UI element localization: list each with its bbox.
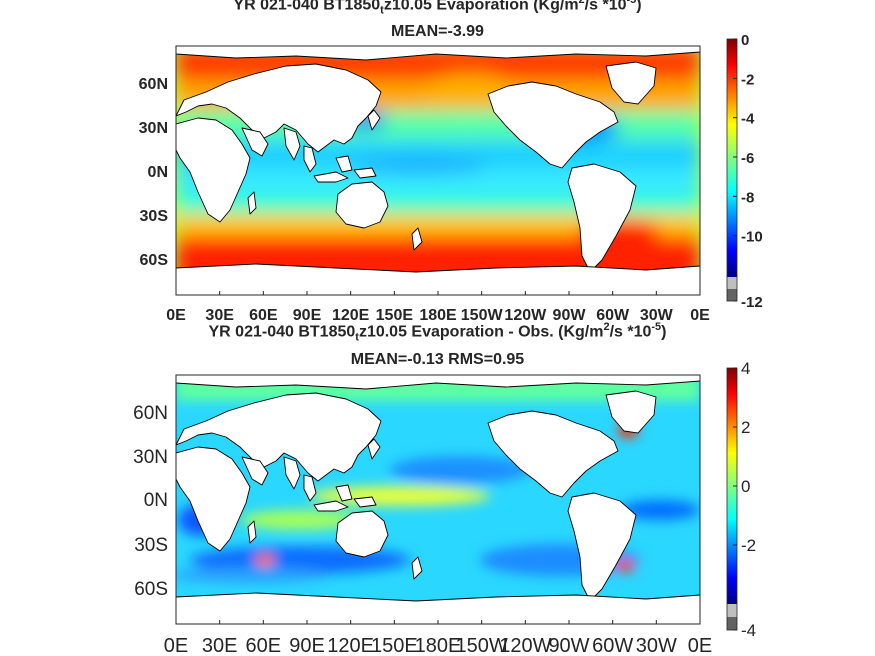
x-tick-label: 120W	[504, 307, 547, 324]
bottom-map-subtitle: MEAN=-0.13 RMS=0.95	[350, 351, 525, 368]
bottom-map-plot-area	[175, 374, 701, 625]
x-tick-label: 60W	[596, 307, 630, 324]
top-map-title: YR 021-040 BT1850tz10.05 Evaporation (Kg…	[233, 0, 642, 17]
x-tick-label: 150W	[461, 307, 504, 324]
x-tick-label: 120E	[332, 307, 370, 324]
top-map-field	[176, 46, 700, 295]
colorbar-tick-label: -8	[741, 189, 754, 206]
y-tick-label: 60S	[134, 579, 168, 600]
y-tick-label: 30N	[133, 447, 168, 468]
colorbar-tick-label: -12	[741, 294, 763, 311]
x-tick-label: 30W	[640, 307, 674, 324]
colorbar-tick-label: -2	[741, 71, 754, 88]
x-tick-label: 0E	[690, 307, 710, 324]
bottom-map-field	[176, 375, 700, 624]
bottom-colorbar	[726, 367, 738, 631]
y-tick-label: 30S	[140, 208, 169, 225]
y-tick-label: 0N	[148, 164, 168, 181]
y-tick-label: 30N	[139, 120, 168, 137]
x-tick-label: 60E	[246, 635, 282, 656]
x-tick-label: 90W	[553, 307, 587, 324]
colorbar-tick-label: 2	[741, 418, 750, 437]
x-tick-label: 180E	[415, 635, 462, 656]
bottom-colorbar-bin-light	[727, 604, 737, 617]
x-tick-label: 60E	[249, 307, 278, 324]
x-tick-label: 60W	[592, 635, 633, 656]
x-tick-label: 90E	[293, 307, 322, 324]
x-tick-label: 150W	[456, 635, 508, 656]
y-tick-label: 60S	[140, 252, 169, 269]
x-tick-label: 90E	[289, 635, 325, 656]
x-tick-label: 0E	[688, 635, 712, 656]
x-tick-label: 30E	[202, 635, 238, 656]
colorbar-tick-label: 4	[741, 359, 750, 378]
x-tick-label: 90W	[548, 635, 589, 656]
colorbar-tick-label: -2	[741, 536, 756, 555]
top-colorbar	[726, 38, 738, 302]
colorbar-tick-label: 0	[741, 32, 749, 49]
x-tick-label: 120W	[499, 635, 551, 656]
colorbar-tick-label: -4	[741, 621, 756, 640]
top-map-subtitle: MEAN=-3.99	[391, 23, 484, 40]
colorbar-tick-label: -6	[741, 150, 754, 167]
x-tick-label: 150E	[371, 635, 418, 656]
x-tick-label: 150E	[376, 307, 414, 324]
y-tick-label: 0N	[144, 490, 168, 511]
y-tick-label: 30S	[134, 535, 168, 556]
colorbar-tick-label: -10	[741, 229, 763, 246]
x-tick-label: 30W	[636, 635, 677, 656]
bottom-colorbar-bin-dark	[727, 617, 737, 630]
x-tick-label: 180E	[419, 307, 457, 324]
colorbar-tick-label: 0	[741, 477, 750, 496]
x-tick-label: 30E	[205, 307, 234, 324]
x-tick-label: 120E	[327, 635, 374, 656]
x-tick-label: 0E	[164, 635, 188, 656]
tick-layer: 0E 30E 60E 90E 120E 150E 180E 150W 120W 90W 60W 30W…	[133, 32, 763, 656]
top-colorbar-bin-dark	[727, 289, 737, 301]
colorbar-tick-label: -4	[741, 111, 755, 128]
x-tick-label: 0E	[166, 307, 186, 324]
y-tick-label: 60N	[133, 403, 168, 424]
bottom-map-title: YR 021-040 BT1850tz10.05 Evaporation - O…	[208, 321, 667, 344]
top-colorbar-bin-light	[727, 277, 737, 289]
y-tick-label: 60N	[139, 76, 168, 93]
top-map-plot-area	[175, 45, 701, 296]
